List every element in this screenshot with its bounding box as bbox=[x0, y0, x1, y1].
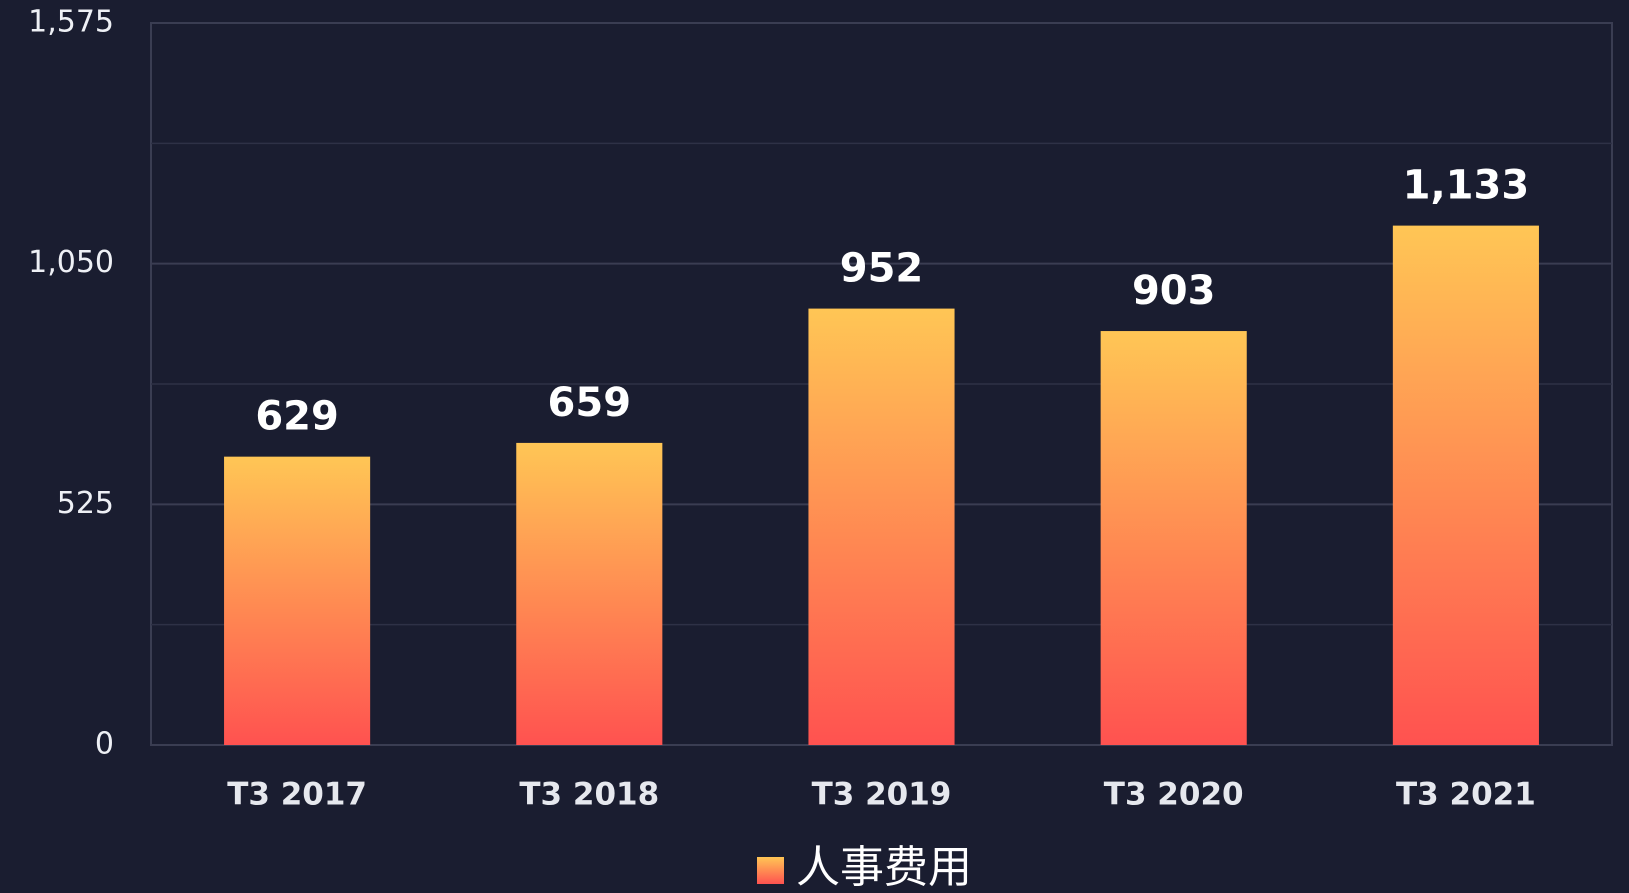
y-tick-label: 1,050 bbox=[28, 245, 114, 280]
bar bbox=[1100, 331, 1247, 745]
value-label: 629 bbox=[255, 394, 339, 440]
bar bbox=[516, 442, 663, 745]
x-tick-label: T3 2019 bbox=[812, 777, 952, 813]
value-label: 952 bbox=[840, 246, 924, 292]
x-tick-label: T3 2018 bbox=[519, 777, 659, 813]
x-tick-label: T3 2017 bbox=[227, 777, 367, 813]
y-tick-label: 0 bbox=[95, 727, 114, 762]
bar bbox=[808, 308, 955, 745]
value-label: 659 bbox=[548, 380, 632, 426]
value-label: 903 bbox=[1132, 268, 1216, 314]
bar bbox=[1392, 225, 1539, 745]
bar bbox=[224, 456, 371, 745]
y-tick-label: 525 bbox=[57, 486, 114, 521]
y-tick-label: 1,575 bbox=[28, 5, 114, 40]
legend-label: 人事费用 bbox=[796, 842, 972, 893]
x-tick-label: T3 2020 bbox=[1104, 777, 1244, 813]
legend-swatch bbox=[757, 857, 784, 884]
x-tick-label: T3 2021 bbox=[1396, 777, 1536, 813]
value-label: 1,133 bbox=[1403, 163, 1530, 209]
